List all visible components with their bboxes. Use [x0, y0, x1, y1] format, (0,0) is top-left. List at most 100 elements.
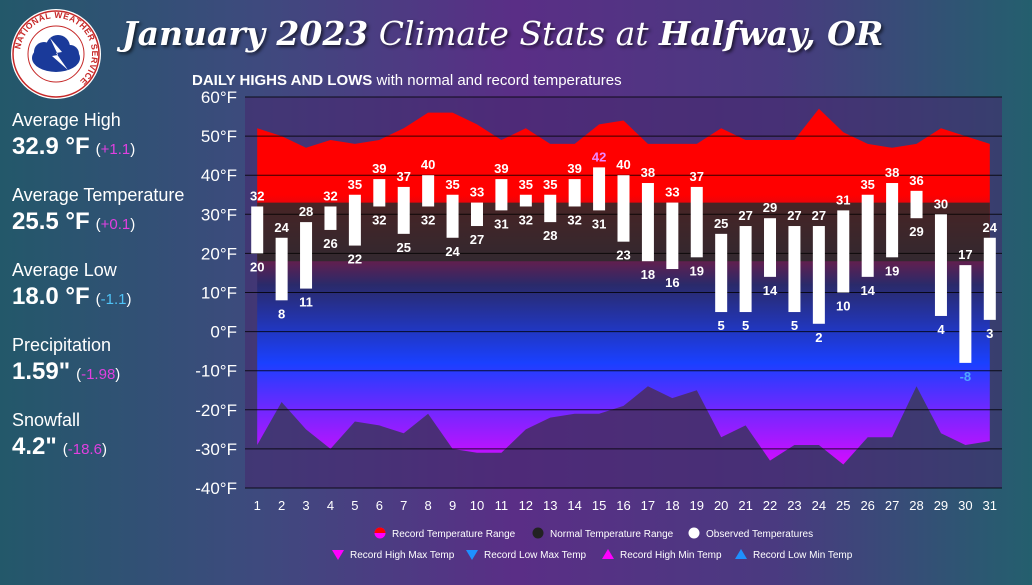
x-tick-label: 29: [934, 498, 948, 513]
legend-triangle: [332, 550, 344, 560]
chart-legend: Record Temperature Range Normal Temperatu…: [332, 527, 853, 561]
y-tick-label: -20°F: [195, 401, 237, 420]
title-location: Halfway, OR: [659, 14, 884, 53]
observed-bar: [812, 226, 825, 324]
high-label: 39: [494, 161, 508, 176]
stat-value: 4.2": [12, 433, 57, 460]
high-label: 29: [763, 200, 777, 215]
high-label: 40: [421, 157, 435, 172]
high-label: 35: [348, 177, 362, 192]
high-label: 24: [983, 220, 998, 235]
x-tick-label: 13: [543, 498, 557, 513]
x-tick-label: 6: [376, 498, 383, 513]
high-label: 37: [690, 169, 704, 184]
normal-range-swatch: [532, 527, 544, 539]
high-label: 24: [274, 220, 289, 235]
legend-label: Record High Min Temp: [620, 550, 722, 561]
low-label: 3: [986, 326, 993, 341]
low-label: 2: [815, 330, 822, 345]
y-tick-label: 20°F: [201, 244, 237, 263]
stat-label: Precipitation: [12, 335, 112, 355]
high-label: 39: [372, 161, 386, 176]
low-label: 31: [494, 216, 508, 231]
low-label: 14: [763, 283, 778, 298]
x-tick-label: 19: [690, 498, 704, 513]
stat-precipitation: Precipitation 1.59" (-1.98): [12, 333, 192, 408]
x-tick-label: 21: [738, 498, 752, 513]
stat-label: Snowfall: [12, 410, 81, 430]
y-tick-label: -10°F: [195, 362, 237, 381]
high-label: 38: [885, 165, 899, 180]
legend-triangle: [735, 549, 747, 559]
observed-bar: [934, 214, 947, 316]
record-range-swatch-top: [374, 527, 386, 533]
observed-bar: [348, 194, 361, 246]
y-tick-label: -30°F: [195, 440, 237, 459]
low-label: 10: [836, 299, 850, 314]
observed-bar: [788, 226, 801, 313]
x-tick-label: 22: [763, 498, 777, 513]
stat-departure: (+0.1): [95, 216, 136, 233]
record-temperature-range: [257, 108, 990, 465]
observed-bar: [861, 194, 874, 277]
x-tick-label: 15: [592, 498, 606, 513]
high-label: 35: [543, 177, 557, 192]
observed-swatch: [688, 527, 700, 539]
high-label: 40: [616, 157, 630, 172]
low-label: 16: [665, 275, 679, 290]
high-label: 33: [470, 185, 484, 200]
x-tick-label: 10: [470, 498, 484, 513]
page-title: January 2023 Climate Stats at Halfway, O…: [122, 14, 883, 53]
low-label: 29: [909, 224, 923, 239]
observed-bar: [910, 190, 923, 219]
high-label: 28: [299, 204, 313, 219]
stat-value: 25.5 °F: [12, 208, 90, 235]
low-label: 11: [299, 295, 313, 310]
x-tick-label: 30: [958, 498, 972, 513]
low-label: 25: [396, 240, 410, 255]
high-label: 33: [665, 185, 679, 200]
y-tick-label: 10°F: [201, 284, 237, 303]
stat-label: Average Low: [12, 260, 117, 280]
nws-logo: NATIONAL WEATHER SERVICE: [11, 9, 101, 99]
low-label: 32: [519, 212, 533, 227]
x-tick-label: 1: [254, 498, 261, 513]
legend-label: Record High Max Temp: [350, 550, 455, 561]
stats-panel: Average High 32.9 °F (+1.1) Average Tempe…: [12, 108, 192, 483]
x-tick-label: 5: [351, 498, 358, 513]
x-tick-label: 11: [495, 498, 509, 513]
stat-value: 1.59": [12, 358, 71, 385]
y-axis-ticks: 60°F 50°F 40°F 30°F 20°F 10°F 0°F -10°F -20°F -30…: [195, 88, 237, 498]
observed-bar: [690, 186, 703, 258]
high-label: 35: [445, 177, 459, 192]
stat-value: 18.0 °F: [12, 283, 90, 310]
y-tick-label: -40°F: [195, 479, 237, 498]
stat-departure: (+1.1): [95, 141, 136, 158]
low-label: 19: [690, 263, 704, 278]
high-label: 17: [958, 247, 972, 262]
legend-label: Record Low Min Temp: [753, 550, 853, 561]
title-month: January 2023: [122, 14, 369, 53]
legend-normal-range: Normal Temperature Range: [532, 527, 674, 540]
high-label: 30: [934, 196, 948, 211]
x-tick-label: 9: [449, 498, 456, 513]
y-tick-label: 40°F: [201, 166, 237, 185]
x-tick-label: 20: [714, 498, 728, 513]
low-label: 8: [278, 306, 285, 321]
low-label: 32: [567, 212, 581, 227]
legend-label: Record Low Max Temp: [484, 550, 587, 561]
high-label: 36: [909, 173, 923, 188]
low-label: 18: [641, 267, 655, 282]
legend-record-high-max: Record High Max Temp: [332, 550, 455, 561]
y-tick-label: 30°F: [201, 205, 237, 224]
subtitle-rest: with normal and record temperatures: [376, 72, 622, 89]
x-tick-label: 2: [278, 498, 285, 513]
observed-bar: [519, 194, 532, 207]
low-label: 32: [372, 212, 386, 227]
stat-departure: (-1.1): [95, 291, 132, 308]
high-label: 42: [592, 149, 606, 164]
y-tick-label: 50°F: [201, 127, 237, 146]
high-label: 25: [714, 216, 728, 231]
stat-snowfall: Snowfall 4.2" (-18.6): [12, 408, 192, 483]
